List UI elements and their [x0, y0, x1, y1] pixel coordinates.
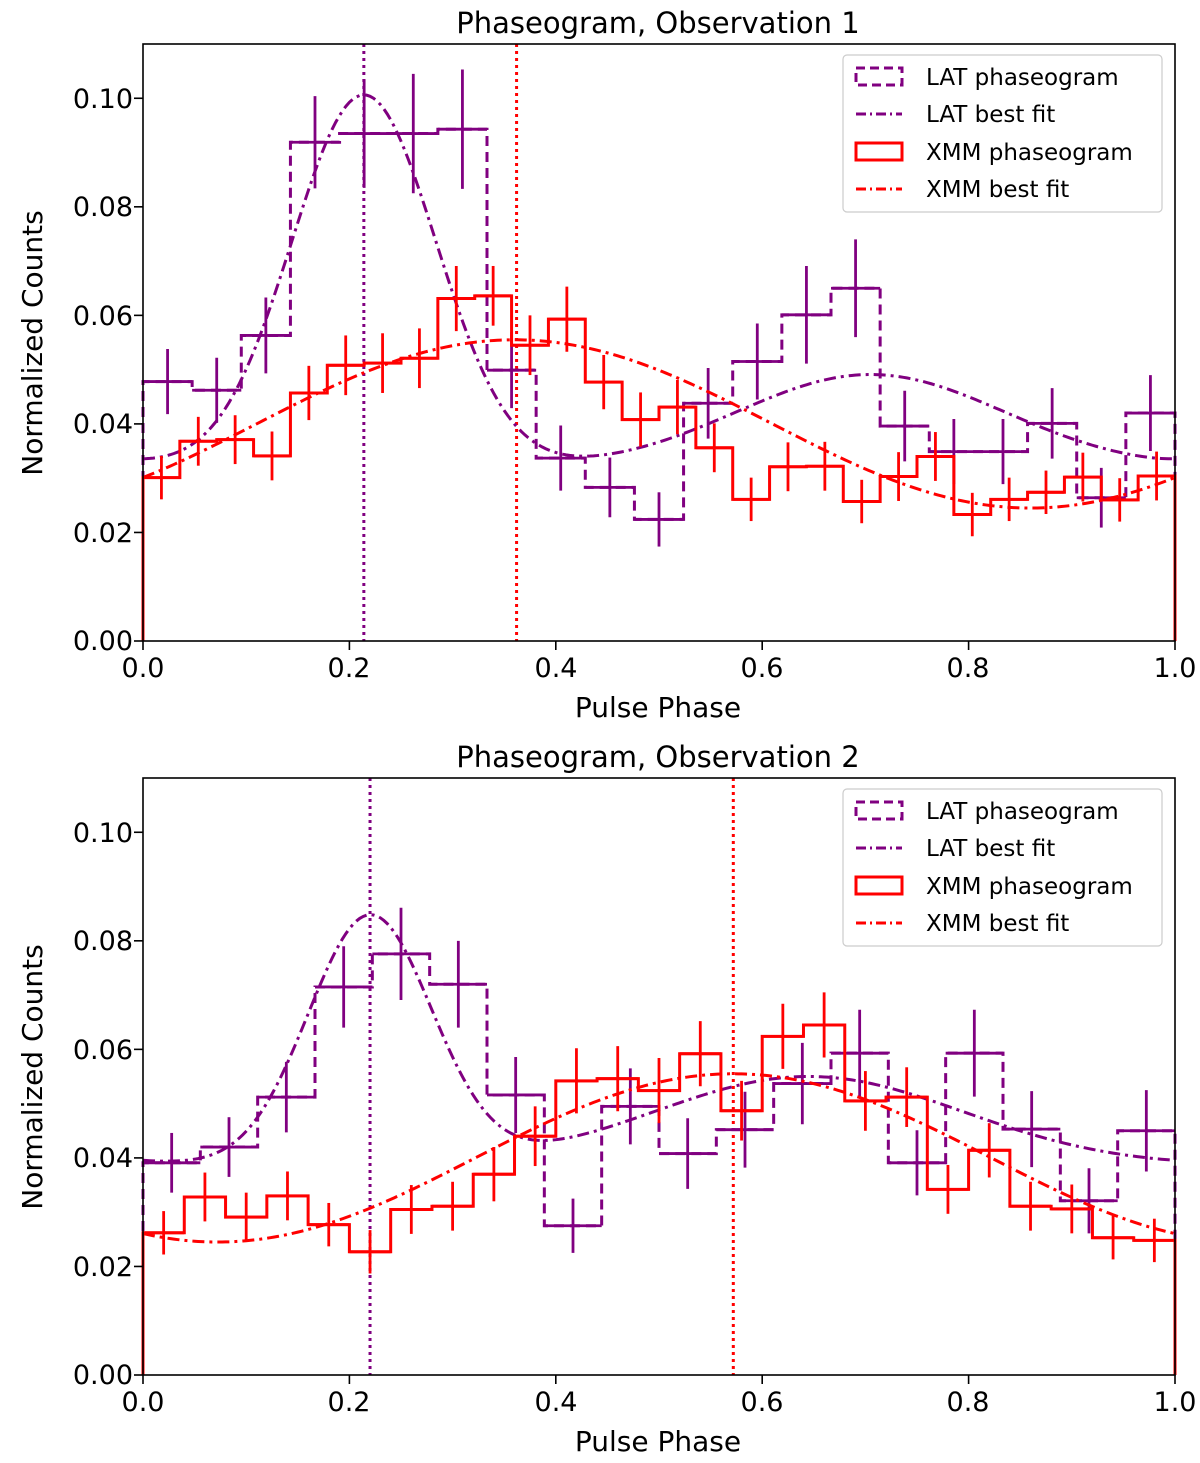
x-tick-label: 0.0 — [122, 1387, 165, 1418]
y-tick-label: 0.08 — [73, 926, 133, 957]
legend-swatch-lat-phaseogram — [854, 66, 904, 87]
legend-label: LAT phaseogram — [926, 65, 1119, 91]
legend-swatch-xmm-phaseogram — [854, 875, 904, 896]
x-ticks — [142, 1375, 1176, 1384]
panel-observation-2: Phaseogram, Observation 2 0.00 0.02 0.04… — [16, 740, 1196, 1458]
legend-label: LAT phaseogram — [926, 799, 1119, 825]
lat-best-fit-curve — [142, 93, 1176, 461]
x-axis: 0.0 0.2 0.4 0.6 0.8 1.0 Pulse Phase — [122, 1375, 1197, 1458]
x-axis: 0.0 0.2 0.4 0.6 0.8 1.0 Pulse Phase — [122, 641, 1197, 724]
x-tick-label: 0.6 — [741, 653, 784, 684]
chart-title: Phaseogram, Observation 2 — [456, 740, 859, 774]
y-tick-label: 0.00 — [73, 626, 133, 657]
y-axis-label: Normalized Counts — [16, 210, 49, 475]
y-tick-label: 0.02 — [73, 518, 133, 549]
legend-label: LAT best fit — [926, 836, 1055, 862]
x-tick-label: 0.8 — [947, 653, 990, 684]
legend: LAT phaseogram LAT best fit XMM phaseogr… — [842, 54, 1163, 213]
y-tick-label: 0.04 — [73, 1143, 133, 1174]
y-tick-label: 0.10 — [73, 84, 133, 115]
legend-box — [842, 788, 1163, 947]
x-tick-label: 0.2 — [328, 653, 371, 684]
x-tick-label: 1.0 — [1154, 1387, 1197, 1418]
axes-frame — [142, 777, 1176, 1376]
chart-title: Phaseogram, Observation 1 — [456, 6, 859, 40]
y-ticks — [134, 831, 143, 1376]
y-tick-label: 0.10 — [73, 818, 133, 849]
y-tick-label: 0.08 — [73, 192, 133, 223]
legend-label: LAT best fit — [926, 102, 1055, 128]
x-tick-label: 0.2 — [328, 1387, 371, 1418]
x-tick-label: 0.4 — [535, 1387, 578, 1418]
xmm-best-fit-curve — [142, 1072, 1176, 1244]
lat-phaseogram-step-line — [141, 952, 1177, 1375]
y-axis-label: Normalized Counts — [16, 944, 49, 1209]
legend-box — [842, 54, 1163, 213]
legend: LAT phaseogram LAT best fit XMM phaseogr… — [842, 788, 1163, 947]
y-tick-label: 0.00 — [73, 1360, 133, 1391]
plot-area — [141, 44, 1177, 641]
legend-label: XMM phaseogram — [926, 140, 1133, 166]
y-axis: 0.00 0.02 0.04 0.06 0.08 0.10 Normalized… — [16, 84, 143, 657]
y-tick-label: 0.04 — [73, 409, 133, 440]
y-tick-label: 0.02 — [73, 1252, 133, 1283]
legend-label: XMM best fit — [926, 177, 1069, 203]
plot-area — [141, 778, 1177, 1375]
legend-swatch-xmm-phaseogram — [854, 141, 904, 162]
y-tick-label: 0.06 — [73, 301, 133, 332]
lat-phaseogram-step-line — [141, 127, 1177, 641]
y-tick-label: 0.06 — [73, 1035, 133, 1066]
axes-frame — [142, 43, 1176, 642]
legend-swatch-lat-phaseogram — [854, 800, 904, 821]
x-axis-label: Pulse Phase — [575, 1425, 741, 1458]
x-tick-label: 0.8 — [947, 1387, 990, 1418]
x-tick-label: 0.4 — [535, 653, 578, 684]
x-ticks — [142, 641, 1176, 650]
y-ticks — [134, 97, 143, 642]
x-axis-label: Pulse Phase — [575, 691, 741, 724]
x-tick-label: 1.0 — [1154, 653, 1197, 684]
x-tick-label: 0.0 — [122, 653, 165, 684]
legend-label: XMM best fit — [926, 911, 1069, 937]
legend-label: XMM phaseogram — [926, 874, 1133, 900]
x-tick-label: 0.6 — [741, 1387, 784, 1418]
y-axis: 0.00 0.02 0.04 0.06 0.08 0.10 Normalized… — [16, 818, 143, 1391]
panel-observation-1: Phaseogram, Observation 1 0.00 0.02 0.04… — [16, 6, 1196, 724]
